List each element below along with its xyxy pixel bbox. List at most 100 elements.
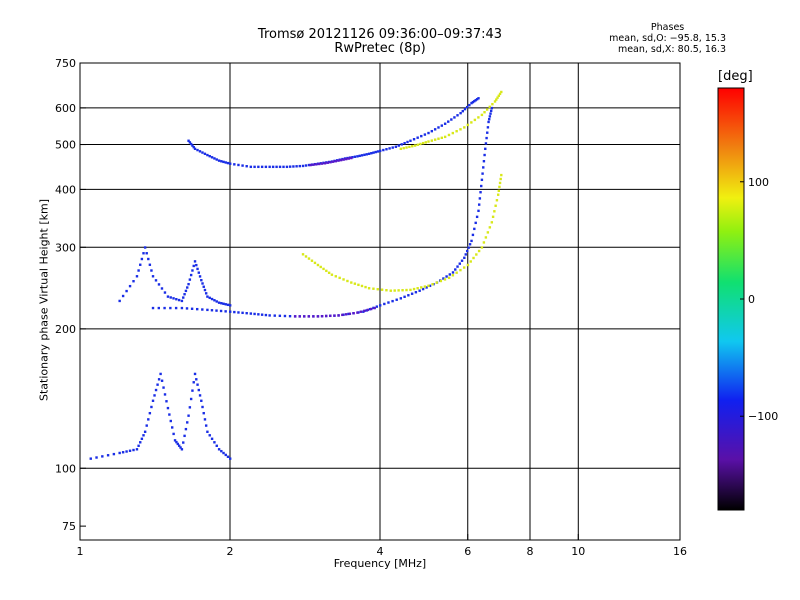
data-point: [412, 287, 416, 291]
data-point: [437, 126, 440, 129]
data-point: [338, 158, 341, 161]
data-point: [455, 271, 458, 274]
data-point: [403, 141, 406, 145]
data-point: [298, 315, 301, 318]
data-point: [150, 269, 153, 272]
data-point: [253, 165, 256, 169]
data-point: [224, 161, 227, 164]
data-point: [459, 111, 462, 115]
data-point: [423, 285, 427, 288]
data-point: [477, 209, 480, 213]
data-point: [439, 279, 443, 283]
data-point: [373, 306, 376, 310]
data-point: [188, 278, 192, 281]
data-point: [217, 159, 221, 162]
data-point: [420, 286, 423, 289]
data-point: [166, 406, 170, 410]
data-point: [329, 314, 332, 318]
data-point: [186, 286, 189, 289]
data-point: [203, 152, 207, 156]
data-point: [176, 442, 179, 446]
data-point: [140, 437, 144, 440]
phases-title: Phases: [650, 22, 685, 33]
data-point: [210, 156, 214, 159]
data-point: [320, 314, 324, 318]
data-point: [402, 146, 405, 150]
data-point: [350, 281, 353, 284]
data-point: [388, 147, 391, 150]
data-point: [488, 105, 491, 109]
data-point: [298, 164, 302, 168]
data-point: [471, 100, 475, 104]
data-point: [474, 221, 477, 225]
data-point: [463, 126, 466, 129]
data-point: [189, 397, 193, 401]
data-point: [204, 424, 208, 427]
data-point: [206, 308, 209, 312]
data-point: [180, 448, 184, 451]
data-point: [224, 453, 227, 457]
data-point: [202, 411, 205, 415]
data-point: [313, 261, 317, 265]
data-point: [387, 301, 390, 304]
data-point: [312, 163, 315, 166]
chart-title: Tromsø 20121126 09:36:00–09:37:43: [257, 27, 503, 42]
data-point: [319, 265, 322, 269]
data-point: [484, 236, 488, 239]
data-point: [295, 165, 298, 168]
data-point: [376, 150, 380, 153]
data-point: [187, 282, 190, 286]
data-point: [217, 448, 221, 451]
data-point: [175, 298, 178, 301]
y-tick-label: 750: [55, 57, 76, 70]
data-point: [156, 383, 159, 386]
data-point: [303, 315, 306, 318]
data-point: [372, 287, 375, 290]
data-point: [145, 252, 148, 255]
data-point: [433, 128, 437, 131]
data-point: [183, 293, 186, 296]
data-point: [201, 282, 204, 285]
data-point: [353, 155, 357, 158]
data-point: [193, 260, 197, 263]
data-point: [486, 231, 490, 234]
data-point: [154, 279, 158, 282]
data-point: [215, 444, 218, 447]
data-point: [137, 444, 140, 447]
data-point: [322, 267, 325, 271]
data-point: [338, 276, 341, 280]
data-point: [301, 253, 305, 256]
data-point: [140, 257, 144, 261]
data-point: [470, 239, 473, 243]
data-point: [192, 264, 195, 268]
data-point: [433, 138, 437, 141]
data-point: [421, 141, 425, 145]
data-point: [173, 439, 177, 442]
data-point: [132, 280, 135, 283]
data-point: [157, 378, 161, 381]
data-point: [462, 266, 466, 269]
data-point: [427, 284, 430, 287]
data-point: [147, 418, 150, 421]
data-point: [208, 296, 211, 300]
data-point: [400, 143, 403, 146]
data-point: [356, 311, 359, 314]
data-point: [118, 299, 121, 303]
data-point: [382, 148, 385, 152]
data-point: [278, 165, 282, 169]
data-point: [330, 273, 334, 276]
data-point: [326, 161, 329, 164]
data-point: [220, 302, 223, 305]
data-point: [445, 275, 448, 278]
data-point: [175, 440, 178, 444]
data-point: [215, 309, 218, 312]
data-point: [488, 226, 492, 229]
data-point: [106, 454, 110, 457]
data-point: [474, 99, 477, 102]
data-point: [220, 160, 223, 163]
data-point: [137, 269, 140, 272]
data-point: [257, 313, 260, 316]
data-point: [346, 279, 349, 283]
data-point: [143, 430, 147, 433]
y-tick-label: 600: [55, 102, 76, 115]
